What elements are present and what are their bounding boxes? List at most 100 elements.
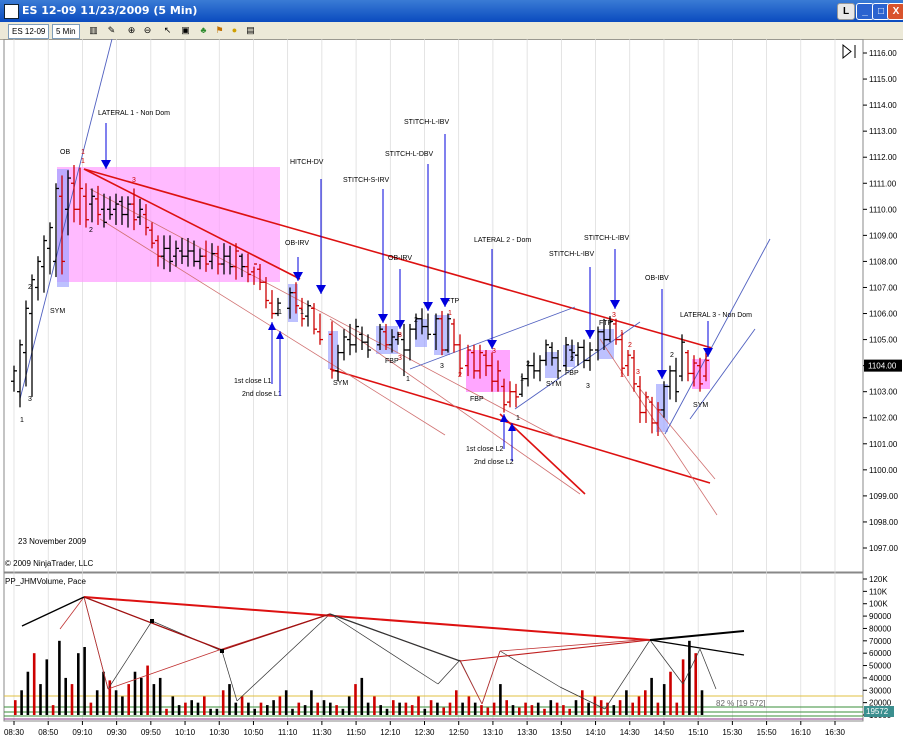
annotation-label: STITCH-L-IBV bbox=[584, 235, 629, 242]
pencil-icon[interactable]: ✎ bbox=[107, 25, 116, 35]
volume-bar bbox=[228, 684, 231, 715]
volume-bar bbox=[108, 680, 112, 715]
volume-panel-frame bbox=[3, 572, 864, 722]
play-icon[interactable] bbox=[842, 43, 852, 60]
interval-selector[interactable]: 5 Min bbox=[52, 24, 80, 39]
volume-bar bbox=[505, 700, 508, 715]
price-tick-label: 1100.00 bbox=[869, 466, 898, 475]
bar-count-number: 1 bbox=[278, 309, 282, 316]
annotation-label: FTP bbox=[599, 320, 613, 327]
annotation-label: SYM bbox=[50, 308, 65, 315]
price-tick-label: 1106.00 bbox=[869, 310, 898, 319]
volume-bar bbox=[360, 677, 364, 715]
current-price-marker bbox=[864, 359, 902, 372]
chart-grid bbox=[3, 39, 864, 722]
volume-bar bbox=[215, 708, 219, 715]
indicator-icon[interactable]: ⚑ bbox=[215, 25, 224, 35]
volume-pace-line bbox=[559, 686, 606, 710]
gold-icon[interactable]: ● bbox=[231, 25, 238, 35]
time-tick-label: 11:10 bbox=[278, 728, 298, 737]
volume-bar bbox=[341, 708, 345, 715]
price-tick-label: 1099.00 bbox=[869, 492, 898, 501]
properties-icon[interactable]: ▤ bbox=[246, 25, 255, 35]
volume-pace-line-red bbox=[107, 648, 223, 690]
bar-count-number: 1 bbox=[620, 330, 624, 337]
annotation-label: HITCH-DV bbox=[290, 159, 324, 166]
time-tick-label: 10:30 bbox=[209, 728, 230, 737]
volume-bar bbox=[165, 708, 168, 715]
annotation-label: FTP bbox=[446, 298, 460, 305]
volume-tick-label: 50000 bbox=[869, 662, 892, 671]
link-button[interactable]: L bbox=[837, 3, 855, 20]
time-tick-label: 11:30 bbox=[312, 728, 332, 737]
price-chart[interactable]: LATERAL 1 - Non Dom HITCH-DV STITCH-S-IRV S… bbox=[0, 39, 903, 750]
bar-count-number: 1 bbox=[516, 415, 520, 422]
time-tick-label: 12:10 bbox=[380, 728, 401, 737]
zoom-in-icon[interactable]: ⊕ bbox=[127, 25, 136, 35]
bar-count-number: 3 bbox=[398, 332, 402, 339]
volume-pace-line-red bbox=[83, 596, 109, 690]
volume-bar bbox=[89, 702, 93, 715]
volume-bar bbox=[455, 690, 458, 715]
volume-pace-line bbox=[236, 613, 331, 702]
volume-bar bbox=[335, 705, 338, 715]
bar-style-icon[interactable]: ▥ bbox=[89, 25, 98, 35]
trend-line-red bbox=[83, 168, 301, 280]
instrument-selector[interactable]: ES 12-09 bbox=[8, 24, 50, 39]
signal-box-blue bbox=[656, 384, 668, 432]
close-button[interactable]: X bbox=[887, 3, 903, 20]
time-tick-label: 10:50 bbox=[243, 728, 264, 737]
signal-arrow-head bbox=[585, 330, 595, 339]
volume-bar bbox=[631, 702, 634, 715]
bar-count-number: 3 bbox=[440, 363, 444, 370]
volume-bar bbox=[562, 705, 565, 715]
signal-arrow-head bbox=[440, 298, 450, 307]
volume-bar bbox=[291, 708, 294, 715]
volume-tick-label: 40000 bbox=[869, 674, 892, 683]
annotation-label: STITCH-L-IBV bbox=[549, 251, 594, 258]
volume-bar bbox=[549, 700, 553, 715]
volume-bar bbox=[442, 707, 445, 715]
annotation-label: STITCH-S-IRV bbox=[343, 177, 389, 184]
volume-tick-label: 120K bbox=[869, 575, 888, 584]
time-axis: 08:30 08:50 09:10 09:30 09:50 10:10 10:30 10:50… bbox=[4, 721, 846, 737]
volume-bar bbox=[95, 690, 99, 715]
time-tick-label: 15:50 bbox=[757, 728, 778, 737]
volume-bar bbox=[177, 705, 181, 715]
volume-bar bbox=[555, 702, 559, 715]
volume-pace-line bbox=[649, 639, 684, 685]
volume-bar bbox=[518, 707, 521, 715]
annotation-label: OB bbox=[60, 149, 70, 156]
annotation-label: SYM bbox=[693, 402, 708, 409]
time-tick-label: 09:30 bbox=[107, 728, 128, 737]
volume-bar bbox=[436, 702, 439, 715]
volume-bar bbox=[373, 696, 376, 715]
volume-bar bbox=[543, 708, 546, 715]
zoom-out-icon[interactable]: ⊖ bbox=[143, 25, 152, 35]
volume-tick-label: 100K bbox=[869, 600, 888, 609]
volume-tick-label: 60000 bbox=[869, 649, 892, 658]
signal-box-blue bbox=[288, 284, 298, 322]
time-tick-label: 13:10 bbox=[483, 728, 504, 737]
volume-bar bbox=[625, 690, 628, 715]
pointer-icon[interactable]: ↖ bbox=[163, 25, 172, 35]
volume-bar bbox=[662, 684, 666, 715]
volume-bar bbox=[203, 696, 206, 715]
annotation-labels: LATERAL 1 - Non Dom HITCH-DV STITCH-S-IRV S… bbox=[20, 110, 752, 466]
volume-bar bbox=[417, 696, 420, 715]
strategy-icon[interactable]: ♣ bbox=[200, 25, 207, 35]
bar-count-number: 3 bbox=[492, 348, 496, 355]
volume-pace-line bbox=[107, 620, 153, 690]
annotation-label: 2nd close L2 bbox=[474, 459, 514, 466]
annotation-label: OB-IRV bbox=[388, 255, 412, 262]
trend-line-blue bbox=[689, 328, 756, 420]
data-box-icon[interactable]: ▣ bbox=[181, 25, 190, 35]
volume-tick-label: 110K bbox=[869, 587, 888, 596]
signal-arrow-head bbox=[500, 414, 508, 422]
trend-line-thin bbox=[89, 188, 561, 440]
signal-arrow-head bbox=[276, 331, 284, 339]
volume-trend-red bbox=[83, 596, 651, 641]
volume-bar bbox=[688, 640, 691, 715]
annotation-label: FBP bbox=[565, 370, 579, 377]
volume-pace-line bbox=[682, 648, 701, 685]
